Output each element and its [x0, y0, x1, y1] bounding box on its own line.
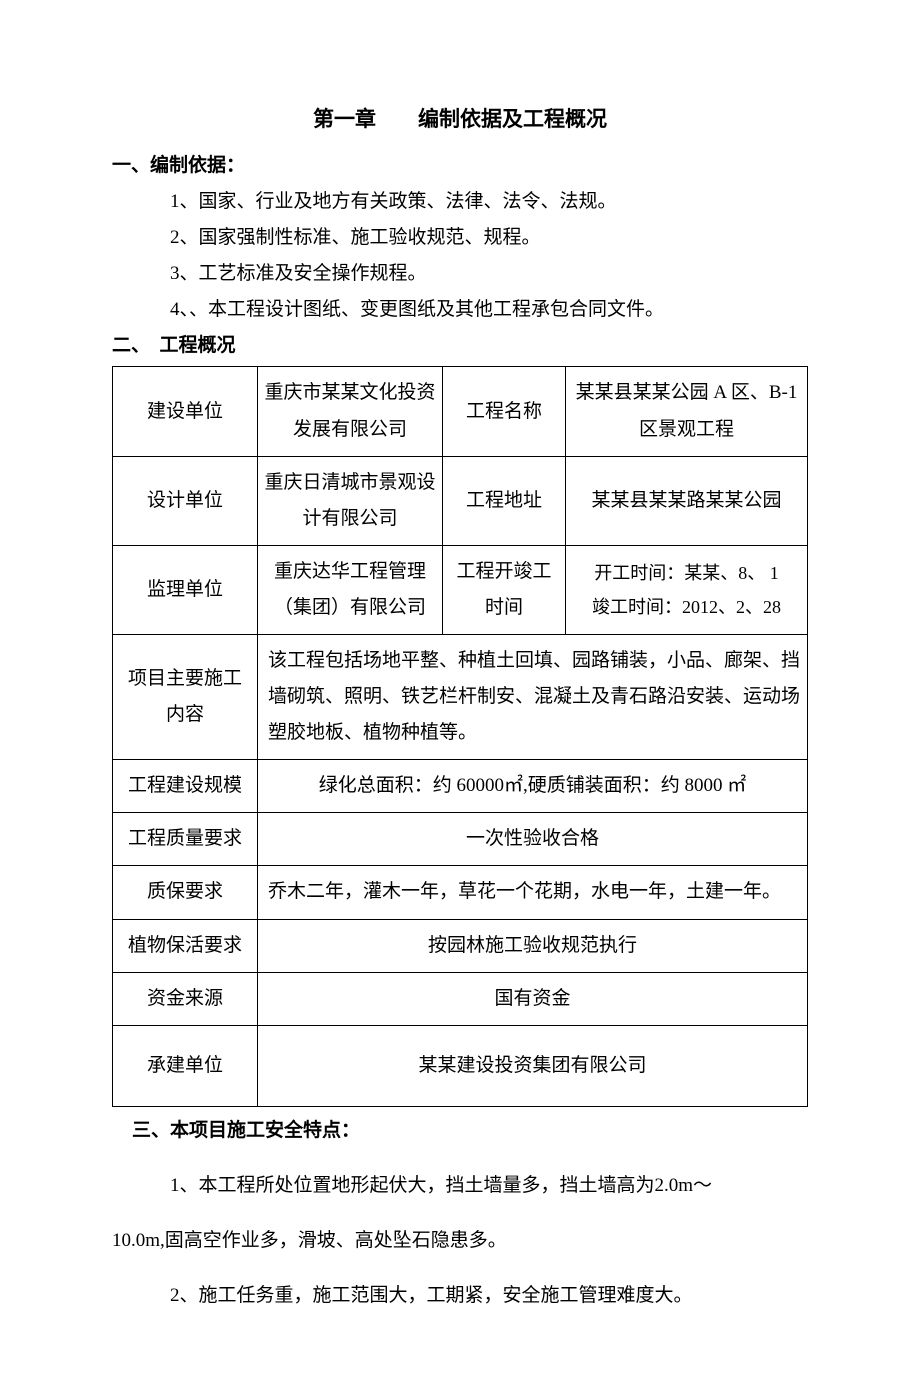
- cell-value: 开工时间：某某、8、 1 竣工时间：2012、2、28: [566, 545, 808, 634]
- table-row: 监理单位 重庆达华工程管理（集团）有限公司 工程开竣工时间 开工时间：某某、8、…: [113, 545, 808, 634]
- table-row: 工程建设规模 绿化总面积：约 60000㎡,硬质铺装面积：约 8000 ㎡: [113, 760, 808, 813]
- cell-value: 某某县某某公园 A 区、B-1 区景观工程: [566, 367, 808, 456]
- cell-value: 按园林施工验收规范执行: [258, 919, 808, 972]
- cell-label: 设计单位: [113, 456, 258, 545]
- section1-item-3: 3、工艺标准及安全操作规程。: [112, 256, 808, 292]
- cell-value: 绿化总面积：约 60000㎡,硬质铺装面积：约 8000 ㎡: [258, 760, 808, 813]
- cell-label: 质保要求: [113, 866, 258, 919]
- cell-value: 重庆市某某文化投资发展有限公司: [258, 367, 443, 456]
- table-row: 设计单位 重庆日清城市景观设计有限公司 工程地址 某某县某某路某某公园: [113, 456, 808, 545]
- start-time: 开工时间：某某、8、 1: [572, 556, 801, 590]
- section1-item-2: 2、国家强制性标准、施工验收规范、规程。: [112, 220, 808, 256]
- table-row: 项目主要施工内容 该工程包括场地平整、种植土回填、园路铺装，小品、廊架、挡墙砌筑…: [113, 635, 808, 760]
- cell-value: 乔木二年，灌木一年，草花一个花期，水电一年，土建一年。: [258, 866, 808, 919]
- cell-label: 植物保活要求: [113, 919, 258, 972]
- table-row: 质保要求 乔木二年，灌木一年，草花一个花期，水电一年，土建一年。: [113, 866, 808, 919]
- end-time: 竣工时间：2012、2、28: [572, 590, 801, 624]
- cell-label: 建设单位: [113, 367, 258, 456]
- table-row: 工程质量要求 一次性验收合格: [113, 813, 808, 866]
- table-row: 植物保活要求 按园林施工验收规范执行: [113, 919, 808, 972]
- overview-table: 建设单位 重庆市某某文化投资发展有限公司 工程名称 某某县某某公园 A 区、B-…: [112, 366, 808, 1106]
- section2-head: 二、 工程概况: [112, 328, 808, 364]
- section3-p2: 2、施工任务重，施工范围大，工期紧，安全施工管理难度大。: [112, 1278, 808, 1314]
- cell-value: 重庆达华工程管理（集团）有限公司: [258, 545, 443, 634]
- cell-label: 资金来源: [113, 972, 258, 1025]
- section1-head: 一、编制依据：: [112, 148, 808, 184]
- cell-label: 工程开竣工时间: [443, 545, 566, 634]
- section1-item-4: 4、、本工程设计图纸、变更图纸及其他工程承包合同文件。: [112, 292, 808, 328]
- cell-value: 该工程包括场地平整、种植土回填、园路铺装，小品、廊架、挡墙砌筑、照明、铁艺栏杆制…: [258, 635, 808, 760]
- section3-head: 三、本项目施工安全特点：: [112, 1113, 808, 1149]
- cell-value: 某某县某某路某某公园: [566, 456, 808, 545]
- cell-label: 项目主要施工内容: [113, 635, 258, 760]
- cell-label: 监理单位: [113, 545, 258, 634]
- table-row: 建设单位 重庆市某某文化投资发展有限公司 工程名称 某某县某某公园 A 区、B-…: [113, 367, 808, 456]
- cell-value: 某某建设投资集团有限公司: [258, 1025, 808, 1106]
- section3-p1a: 1、本工程所处位置地形起伏大，挡土墙量多，挡土墙高为2.0m～: [112, 1168, 808, 1204]
- cell-label: 工程质量要求: [113, 813, 258, 866]
- cell-value: 重庆日清城市景观设计有限公司: [258, 456, 443, 545]
- section1-item-1: 1、国家、行业及地方有关政策、法律、法令、法规。: [112, 184, 808, 220]
- cell-value: 一次性验收合格: [258, 813, 808, 866]
- table-row: 资金来源 国有资金: [113, 972, 808, 1025]
- section3-p1b: 10.0m,固高空作业多，滑坡、高处坠石隐患多。: [112, 1223, 808, 1259]
- table-row: 承建单位 某某建设投资集团有限公司: [113, 1025, 808, 1106]
- cell-label: 工程建设规模: [113, 760, 258, 813]
- cell-value: 国有资金: [258, 972, 808, 1025]
- cell-label: 工程地址: [443, 456, 566, 545]
- chapter-title: 第一章 编制依据及工程概况: [112, 100, 808, 140]
- cell-label: 承建单位: [113, 1025, 258, 1106]
- cell-label: 工程名称: [443, 367, 566, 456]
